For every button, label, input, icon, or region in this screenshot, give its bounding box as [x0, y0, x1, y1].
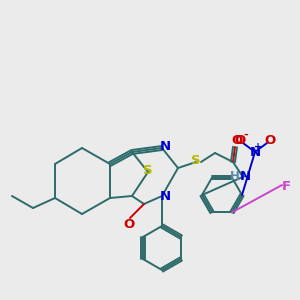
Text: S: S — [143, 164, 153, 178]
Text: O: O — [123, 218, 135, 230]
Text: -: - — [244, 130, 248, 140]
Text: O: O — [231, 134, 243, 148]
Text: O: O — [264, 134, 276, 146]
Text: N: N — [159, 140, 171, 154]
Text: O: O — [234, 134, 246, 146]
Text: H: H — [230, 170, 240, 184]
Text: +: + — [254, 142, 262, 152]
Text: F: F — [281, 179, 291, 193]
Text: N: N — [159, 190, 171, 203]
Text: N: N — [239, 169, 250, 182]
Text: N: N — [249, 146, 261, 160]
Text: S: S — [191, 154, 201, 167]
